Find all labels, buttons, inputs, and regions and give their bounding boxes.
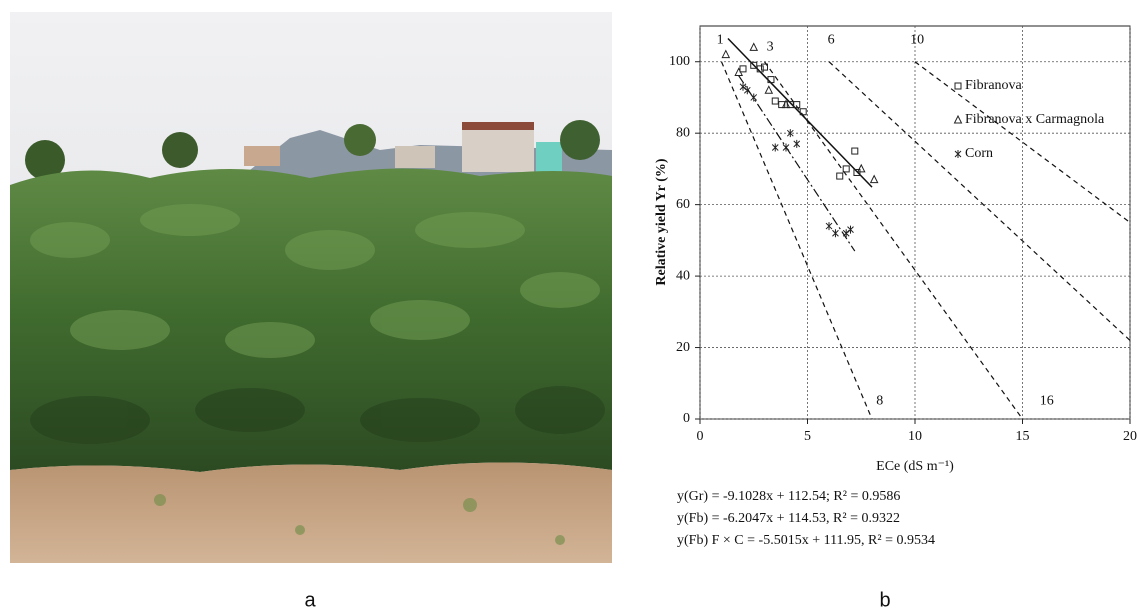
panel-label: a [304, 589, 316, 611]
line-annotation: 16 [1040, 393, 1054, 408]
line-annotation: 1 [717, 33, 724, 48]
figure: a b Relative yield Yr (%) ECe (dS m⁻¹) 0… [0, 0, 1137, 615]
y-tick-label: 20 [676, 340, 690, 355]
x-tick-label: 20 [1123, 429, 1137, 444]
y-axis-title: Relative yield Yr (%) [654, 158, 669, 285]
y-tick-label: 40 [676, 268, 690, 283]
equation: y(Fb) F × C = -5.5015x + 111.95, R² = 0.… [677, 533, 935, 548]
line-annotation: 8 [876, 393, 883, 408]
x-tick-label: 5 [804, 429, 811, 444]
line-annotation: 3 [767, 40, 774, 55]
equation: y(Gr) = -9.1028x + 112.54; R² = 0.9586 [677, 489, 900, 504]
x-tick-label: 0 [697, 429, 704, 444]
y-tick-label: 80 [676, 125, 690, 140]
line-annotation: 10 [910, 33, 924, 48]
x-tick-label: 10 [908, 429, 922, 444]
legend-label: Fibranova [965, 78, 1023, 93]
legend-label: Fibranova x Carmagnola [965, 112, 1105, 127]
photo [10, 12, 612, 563]
x-tick-label: 15 [1016, 429, 1030, 444]
panel-label: b [879, 589, 890, 611]
y-tick-label: 60 [676, 197, 690, 212]
equation: y(Fb) = -6.2047x + 114.53, R² = 0.9322 [677, 511, 900, 526]
legend-label: Corn [965, 146, 993, 161]
x-axis-title: ECe (dS m⁻¹) [876, 459, 954, 474]
y-tick-label: 0 [683, 411, 690, 426]
line-annotation: 6 [828, 33, 835, 48]
y-tick-label: 100 [669, 54, 690, 69]
